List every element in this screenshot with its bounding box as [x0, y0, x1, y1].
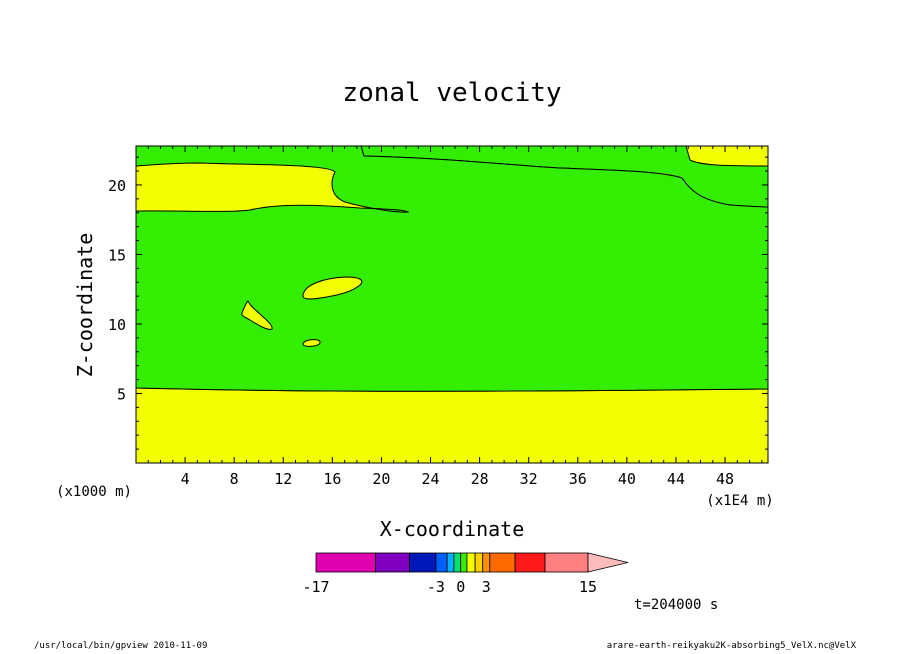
- colorbar-segment-5: [453, 552, 462, 573]
- yellow-blob-upper: [302, 276, 363, 300]
- x-axis-label: X-coordinate: [380, 517, 525, 541]
- colorbar-tick-label-0: -17: [302, 578, 329, 596]
- x-unit-label: (x1E4 m): [706, 493, 773, 509]
- colorbar-arrow: [587, 552, 629, 573]
- yellow-blob-small: [302, 339, 321, 347]
- colorbar-segment-10: [489, 552, 516, 573]
- colorbar-segment-3: [435, 552, 448, 573]
- colorbar-segment-2: [409, 552, 437, 573]
- y-axis-label: Z-coordinate: [73, 233, 97, 378]
- colorbar-segment-1: [375, 552, 410, 573]
- x-tick-label-1: 8: [230, 470, 239, 488]
- footer-right: arare-earth-reikyaku2K-absorbing5_VelX.n…: [606, 641, 856, 651]
- plot-area: [135, 145, 769, 464]
- time-label: t=204000 s: [634, 597, 718, 613]
- x-tick-label-4: 20: [372, 470, 390, 488]
- colorbar-segment-12: [544, 552, 589, 573]
- yellow-blob-left: [241, 300, 273, 330]
- colorbar-segment-9: [482, 552, 491, 573]
- colorbar-segment-0: [315, 552, 376, 573]
- plot-frame: [135, 145, 769, 464]
- colorbar-tick-label-2: 0: [456, 578, 465, 596]
- x-factor-label: (x1000 m): [56, 484, 132, 500]
- y-axis-ticks: 5 10 15 20: [108, 156, 768, 450]
- x-tick-label-8: 36: [569, 470, 587, 488]
- colorbar-ticks: -17 -3 0 3 15: [302, 578, 597, 596]
- x-tick-label-0: 4: [181, 470, 190, 488]
- y-tick-label-2: 15: [108, 246, 126, 264]
- x-tick-label-6: 28: [471, 470, 489, 488]
- colorbar-segment-7: [466, 552, 476, 573]
- x-tick-label-3: 16: [323, 470, 341, 488]
- y-tick-label-1: 10: [108, 316, 126, 334]
- x-tick-label-10: 44: [667, 470, 685, 488]
- footer-left: /usr/local/bin/gpview 2010-11-09: [34, 641, 208, 651]
- x-tick-label-5: 24: [421, 470, 439, 488]
- y-tick-label-3: 20: [108, 177, 126, 195]
- x-axis-ticks: 4 8 12 16 20 24 28 32 36 40 44 48: [147, 146, 763, 488]
- colorbar-tick-label-3: 3: [482, 578, 491, 596]
- x-tick-label-9: 40: [618, 470, 636, 488]
- colorbar-tick-label-4: 15: [579, 578, 597, 596]
- colorbar-segment-6: [460, 552, 468, 573]
- chart-title: zonal velocity: [342, 78, 561, 108]
- colorbar-segment-11: [514, 552, 546, 573]
- y-tick-label-0: 5: [117, 385, 126, 403]
- colorbar-segment-4: [446, 552, 455, 573]
- colorbar: [315, 552, 629, 573]
- x-tick-label-2: 12: [274, 470, 292, 488]
- x-tick-label-11: 48: [716, 470, 734, 488]
- colorbar-tick-label-1: -3: [427, 578, 445, 596]
- colorbar-segment-8: [474, 552, 484, 573]
- x-tick-label-7: 32: [520, 470, 538, 488]
